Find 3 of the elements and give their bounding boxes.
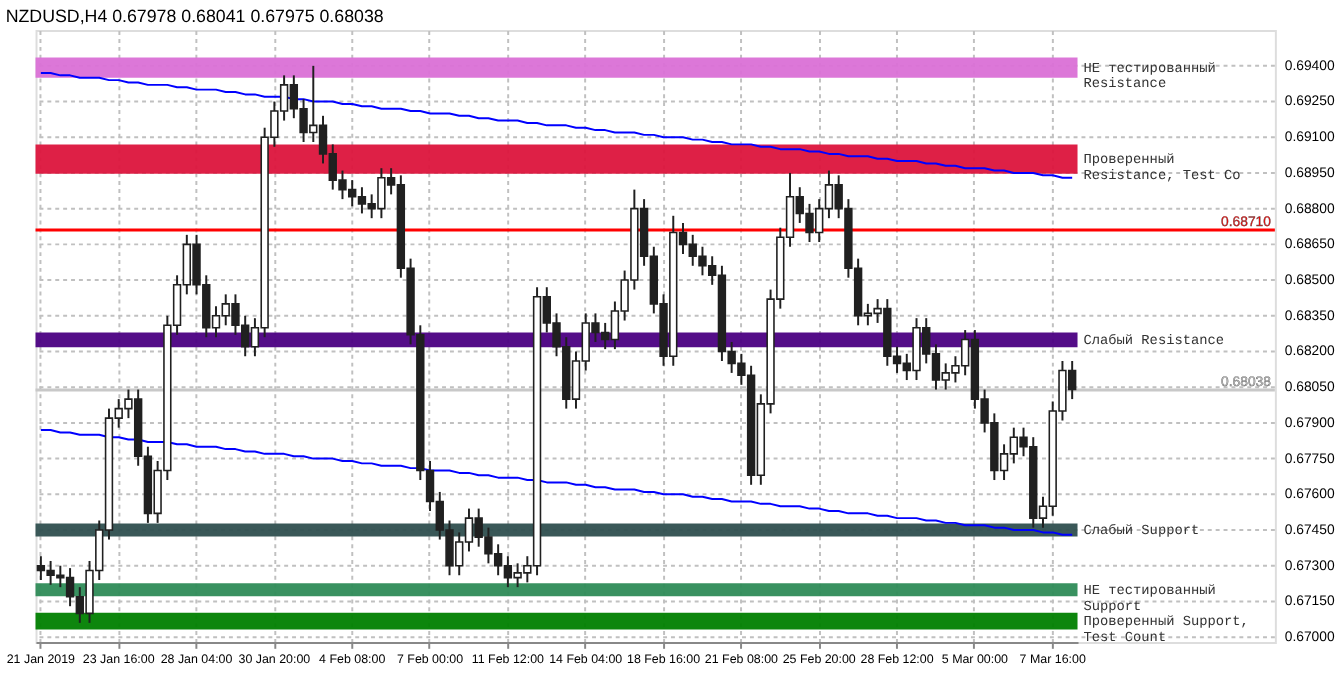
line-series [39,71,1074,179]
line-series [39,429,1074,536]
chart-title: NZDUSD,H4 0.67978 0.68041 0.67975 0.68038 [5,6,384,27]
